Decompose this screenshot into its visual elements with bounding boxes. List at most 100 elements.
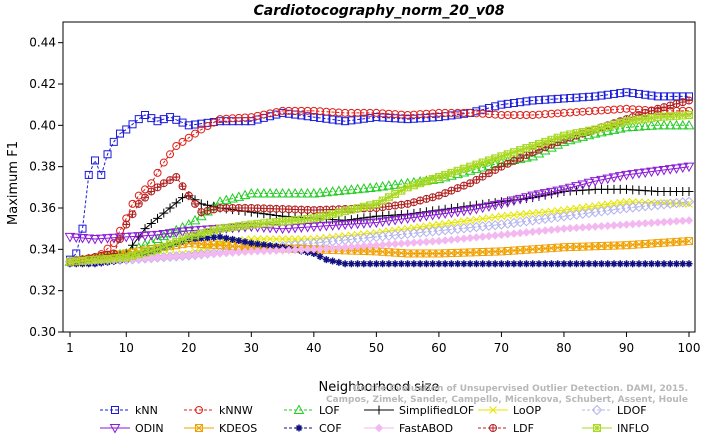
data-point	[272, 110, 281, 119]
data-point	[333, 185, 345, 196]
series-fastabod	[65, 216, 694, 266]
data-point	[628, 116, 637, 125]
data-point	[139, 231, 151, 242]
data-point	[478, 232, 487, 241]
data-point	[216, 224, 225, 233]
data-point	[497, 230, 506, 240]
data-point	[422, 237, 431, 247]
data-point	[127, 232, 138, 243]
data-point	[328, 243, 337, 253]
data-point	[147, 246, 156, 255]
data-point	[233, 191, 245, 201]
x-tick-label: 70	[494, 341, 509, 355]
data-point	[527, 191, 539, 202]
watermark-line-2: Campos, Zimek, Sander, Campello, Micenko…	[326, 395, 688, 405]
data-point	[603, 90, 612, 99]
data-point	[391, 114, 400, 123]
data-point	[272, 108, 281, 117]
y-tick-label: 0.44	[29, 36, 56, 50]
data-point	[441, 108, 450, 117]
data-point	[203, 122, 212, 131]
data-point	[639, 168, 651, 178]
data-point	[485, 260, 493, 268]
data-point	[297, 106, 306, 115]
data-point	[334, 116, 343, 125]
data-point	[597, 201, 606, 209]
data-point	[228, 248, 237, 257]
data-point	[509, 111, 518, 119]
data-point	[210, 233, 218, 241]
y-tick-label: 0.32	[29, 284, 56, 298]
data-point	[403, 238, 412, 248]
data-point	[608, 124, 620, 134]
data-point	[297, 215, 306, 224]
data-point	[159, 179, 168, 188]
data-point	[284, 106, 293, 115]
data-point	[266, 109, 275, 118]
data-point	[610, 199, 618, 208]
data-point	[546, 187, 557, 198]
data-point	[491, 213, 500, 221]
data-point	[153, 213, 163, 223]
x-tick-label: 60	[431, 341, 446, 355]
data-point	[641, 90, 650, 99]
data-point	[629, 260, 637, 268]
data-point	[435, 260, 443, 268]
data-point	[521, 152, 532, 162]
data-point	[577, 180, 589, 190]
data-point	[591, 202, 600, 210]
data-point	[259, 219, 268, 228]
data-point	[291, 106, 300, 115]
data-point	[422, 109, 431, 118]
data-point	[322, 211, 331, 220]
data-point	[484, 169, 493, 178]
data-point	[272, 218, 281, 227]
data-point	[685, 96, 693, 105]
data-point	[383, 180, 395, 190]
data-point	[478, 105, 487, 114]
data-point	[440, 236, 450, 245]
data-point	[515, 228, 525, 238]
data-point	[364, 218, 376, 229]
data-point	[522, 111, 531, 119]
data-point	[241, 113, 250, 122]
watermark-line-1: On the Evaluation of Unsupervised Outlie…	[353, 384, 688, 394]
data-point	[528, 111, 537, 119]
data-point	[309, 113, 318, 122]
data-point	[614, 172, 626, 182]
data-point	[64, 232, 76, 243]
data-point	[384, 109, 393, 118]
data-point	[303, 245, 312, 254]
data-point	[329, 257, 337, 265]
data-point	[584, 92, 593, 101]
data-point	[491, 165, 500, 174]
data-point	[616, 220, 625, 230]
plot-frame	[62, 21, 696, 333]
data-point	[628, 198, 637, 206]
data-point	[166, 150, 175, 159]
data-point	[660, 260, 668, 268]
data-point	[578, 127, 587, 136]
data-point	[191, 120, 200, 129]
data-point	[441, 219, 450, 228]
data-point	[252, 188, 263, 198]
data-point	[472, 233, 481, 242]
data-point	[284, 216, 293, 225]
data-point	[654, 260, 662, 268]
data-point	[291, 110, 300, 119]
data-point	[641, 219, 650, 228]
data-point	[372, 260, 380, 268]
legend-label: ODIN	[135, 422, 164, 434]
data-point	[409, 114, 418, 123]
data-point	[422, 222, 431, 231]
data-point	[504, 260, 512, 268]
data-point	[509, 229, 519, 238]
data-point	[253, 111, 262, 120]
legend-marker	[593, 424, 601, 432]
data-point	[514, 194, 526, 205]
data-point	[391, 201, 400, 210]
legend-item-knn: kNN	[100, 404, 158, 417]
series-inflo	[66, 111, 693, 266]
data-point	[266, 242, 274, 250]
